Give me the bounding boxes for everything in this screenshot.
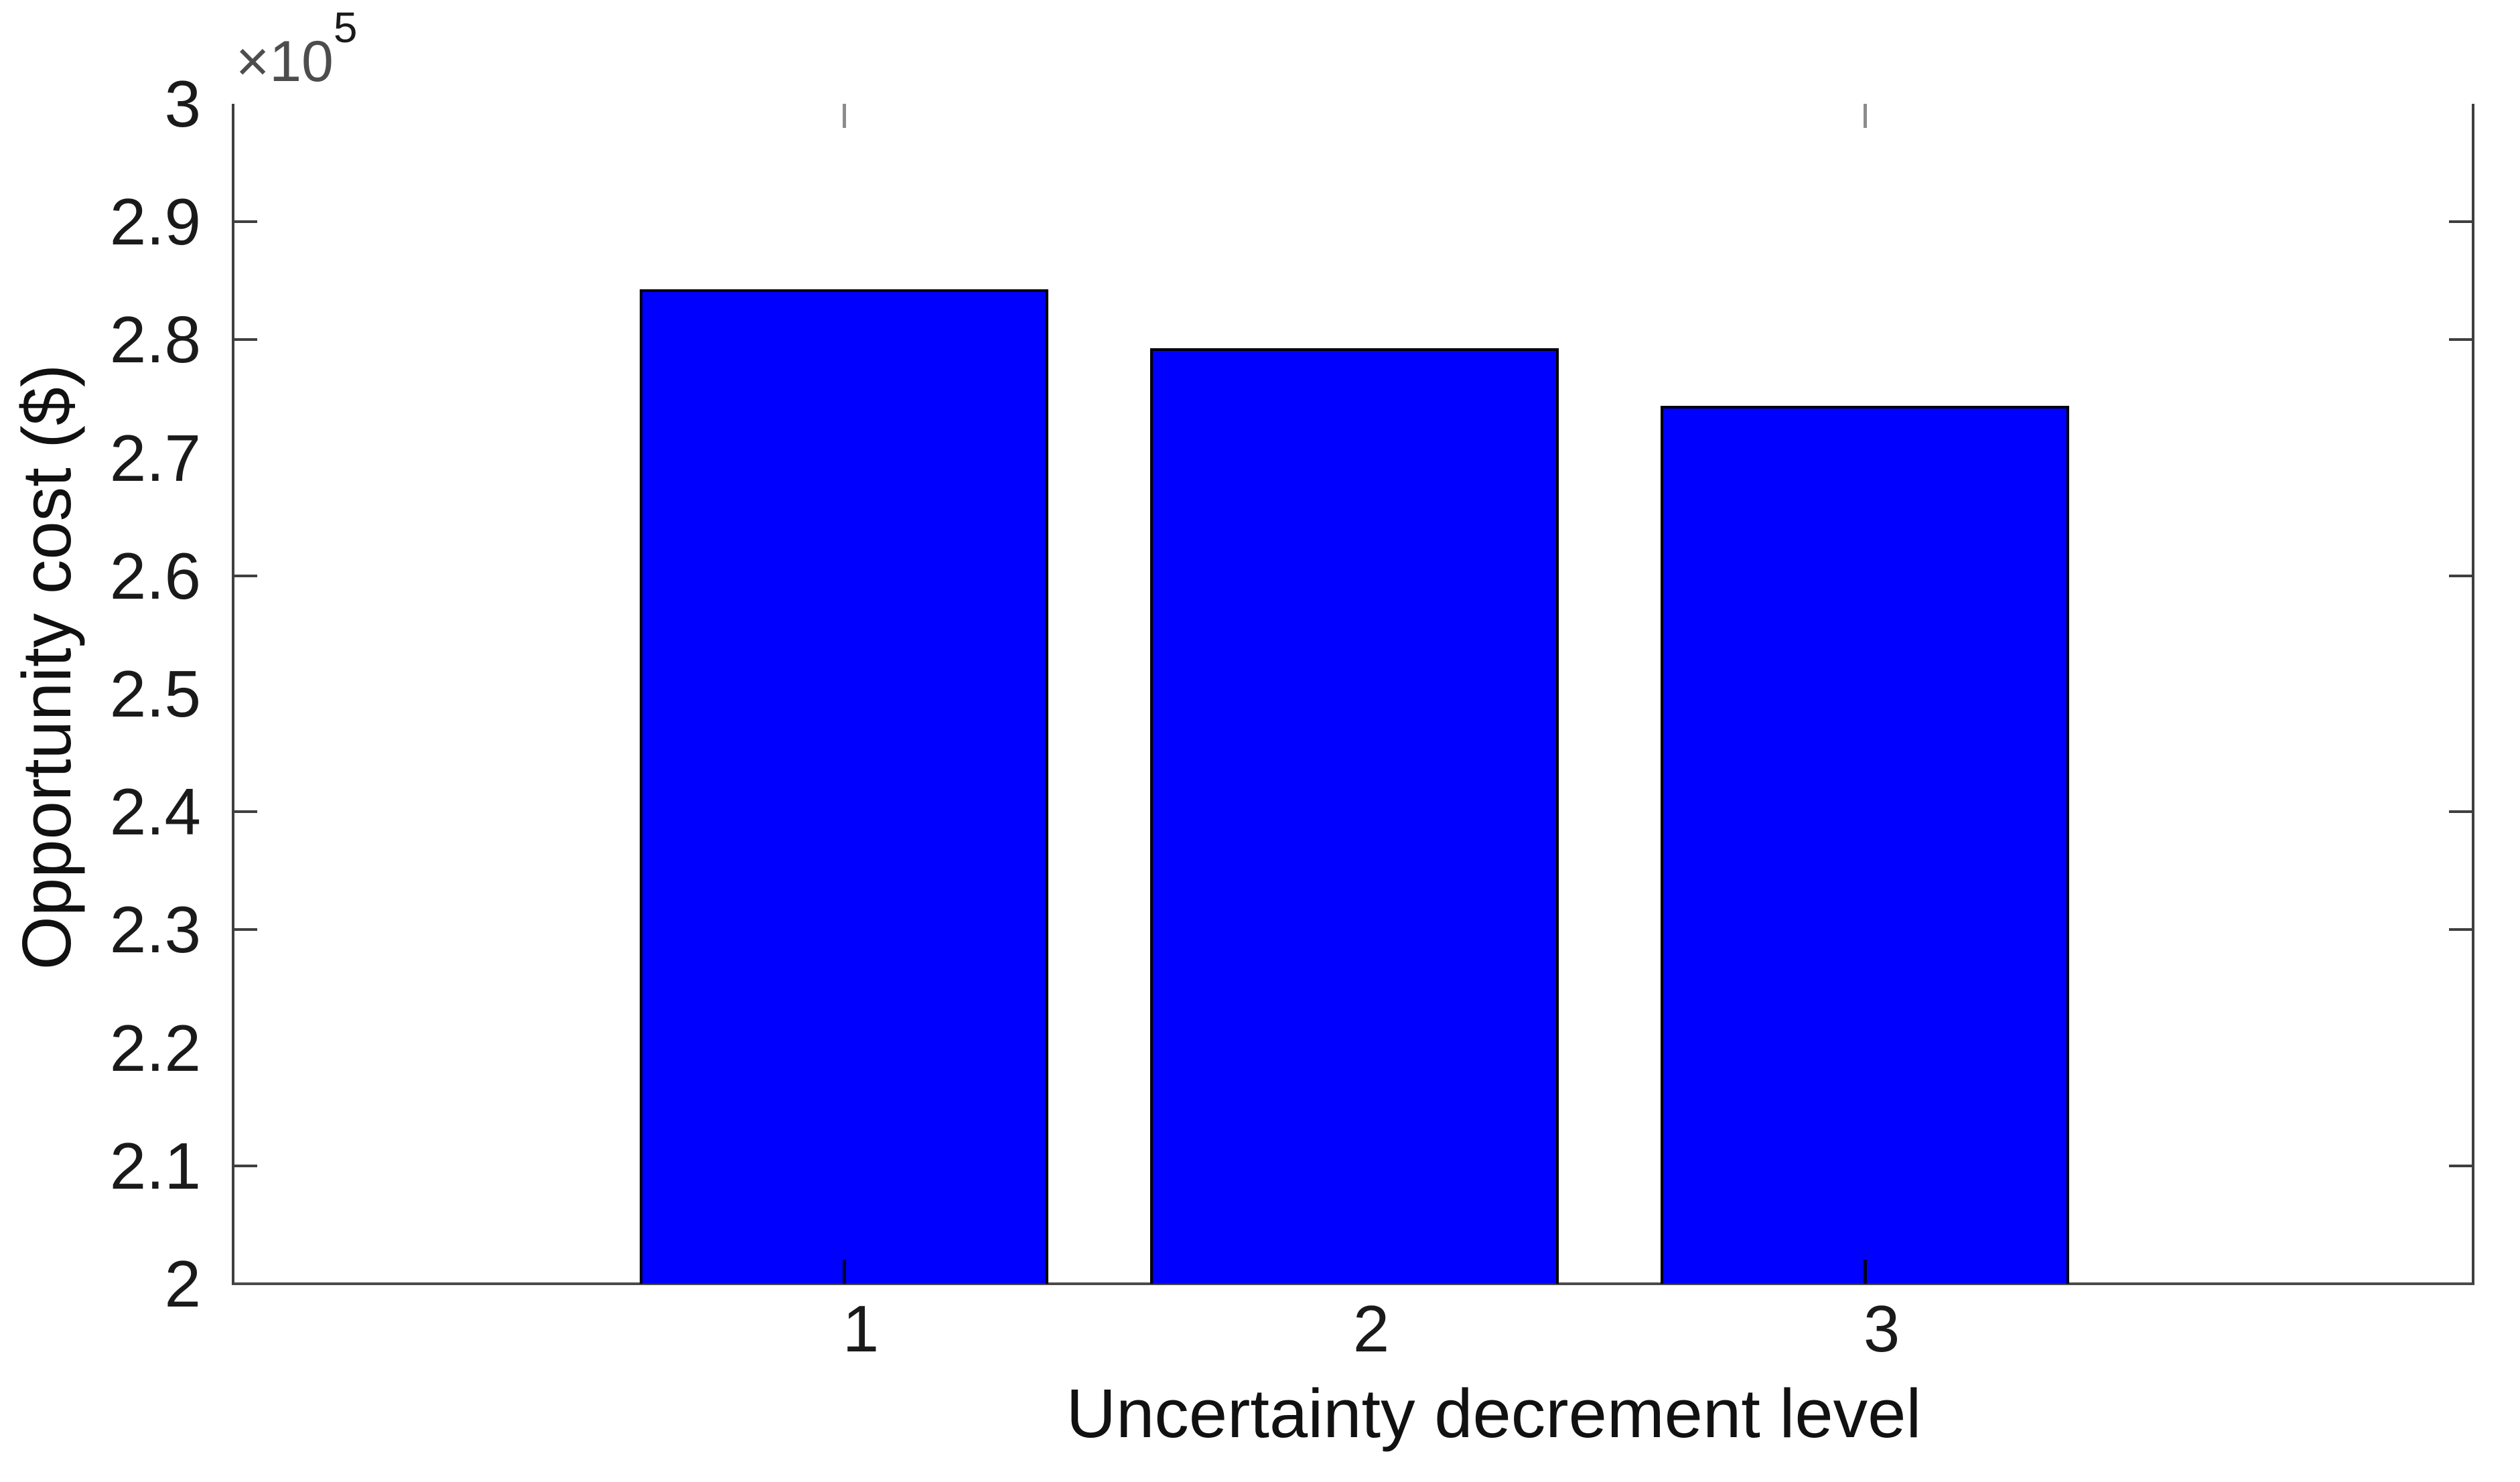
bottom-axis-tick-mark <box>843 1260 846 1284</box>
top-axis-tick-mark <box>843 104 846 128</box>
y-tick-label: 2 <box>164 1247 201 1321</box>
y-tick-label: 2.7 <box>109 421 201 495</box>
plot-area <box>233 104 2473 1284</box>
left-axis-tick-mark <box>233 928 257 932</box>
left-axis-tick-mark <box>233 220 257 224</box>
top-axis-tick-mark <box>1864 104 1867 128</box>
left-axis-tick-mark <box>233 574 257 577</box>
x-tick-label: 2 <box>1352 1292 1390 1365</box>
y-tick-label: 2.3 <box>109 893 201 967</box>
y-tick-label: 2.8 <box>109 303 201 377</box>
y-tick-label: 2.5 <box>109 657 201 731</box>
y-axis-multiplier-base: ×10 <box>236 29 334 94</box>
right-axis-tick-mark <box>2449 574 2473 577</box>
x-axis-label: Uncertainty decrement level <box>1066 1375 1922 1452</box>
right-axis-tick-mark <box>2449 338 2473 342</box>
y-tick-label: 2.4 <box>109 775 201 849</box>
y-tick-label: 2.9 <box>109 185 201 259</box>
bar-category-3 <box>1661 406 2069 1284</box>
x-tick-label: 1 <box>842 1292 880 1365</box>
right-axis-tick-mark <box>2449 1164 2473 1167</box>
right-axis-tick-mark <box>2449 220 2473 224</box>
left-axis-tick-mark <box>233 810 257 814</box>
left-axis-tick-mark <box>233 338 257 342</box>
y-tick-label: 2.6 <box>109 538 201 613</box>
y-axis-multiplier-exponent: 5 <box>333 3 358 52</box>
x-tick-label: 3 <box>1863 1292 1900 1365</box>
y-axis-multiplier: ×105 <box>236 6 357 96</box>
y-tick-label: 2.2 <box>109 1011 201 1085</box>
bar-category-2 <box>1150 348 1559 1284</box>
right-axis-tick-mark <box>2449 928 2473 932</box>
axes-frame <box>232 104 2474 1285</box>
right-axis-tick-mark <box>2449 810 2473 814</box>
bar-category-1 <box>640 289 1048 1284</box>
y-tick-label: 3 <box>164 67 201 141</box>
y-tick-label: 2.1 <box>109 1128 201 1203</box>
bottom-axis-tick-mark <box>1864 1260 1867 1284</box>
left-axis-tick-mark <box>233 1164 257 1167</box>
